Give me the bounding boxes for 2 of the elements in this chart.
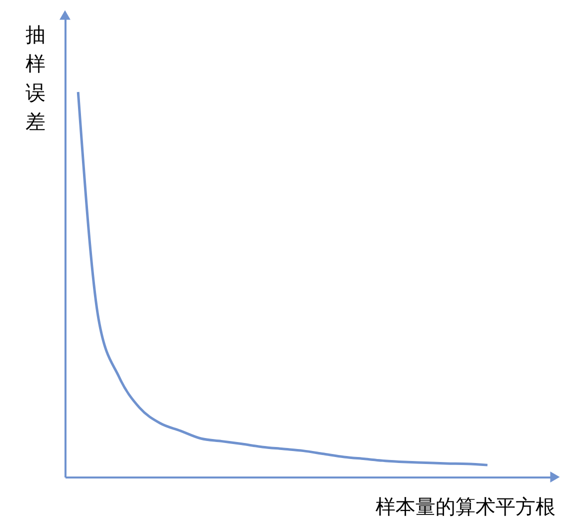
y-axis-title: 抽样误差 [26, 22, 46, 134]
x-axis-title: 样本量的算术平方根 [376, 494, 556, 518]
